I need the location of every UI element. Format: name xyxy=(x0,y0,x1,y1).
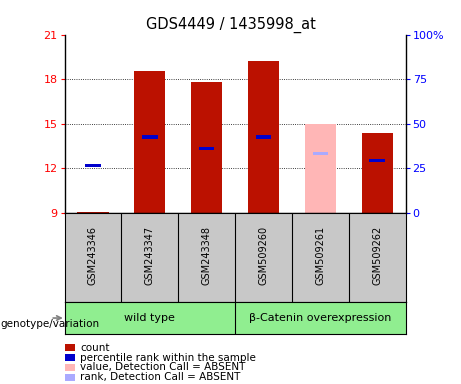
Text: percentile rank within the sample: percentile rank within the sample xyxy=(80,353,256,362)
Text: wild type: wild type xyxy=(124,313,175,323)
Bar xyxy=(134,71,165,213)
Bar xyxy=(305,124,336,213)
Text: rank, Detection Call = ABSENT: rank, Detection Call = ABSENT xyxy=(80,372,241,382)
Text: GSM243348: GSM243348 xyxy=(201,226,212,285)
Text: GDS4449 / 1435998_at: GDS4449 / 1435998_at xyxy=(146,17,315,33)
Bar xyxy=(142,136,158,139)
Bar xyxy=(256,136,272,139)
Bar xyxy=(85,164,101,167)
Bar xyxy=(248,61,279,213)
Bar xyxy=(191,82,222,213)
Text: β-Catenin overexpression: β-Catenin overexpression xyxy=(249,313,391,323)
Bar xyxy=(77,212,109,213)
Text: GSM509260: GSM509260 xyxy=(259,226,269,285)
Text: GSM509262: GSM509262 xyxy=(372,226,382,285)
Bar xyxy=(369,159,385,162)
Bar xyxy=(361,133,393,213)
Bar xyxy=(199,147,214,150)
Text: GSM243346: GSM243346 xyxy=(88,226,98,285)
Text: count: count xyxy=(80,343,110,353)
Text: value, Detection Call = ABSENT: value, Detection Call = ABSENT xyxy=(80,362,246,372)
Text: genotype/variation: genotype/variation xyxy=(0,319,100,329)
Text: GSM243347: GSM243347 xyxy=(145,226,155,285)
Text: GSM509261: GSM509261 xyxy=(315,226,325,285)
Bar xyxy=(313,152,328,155)
